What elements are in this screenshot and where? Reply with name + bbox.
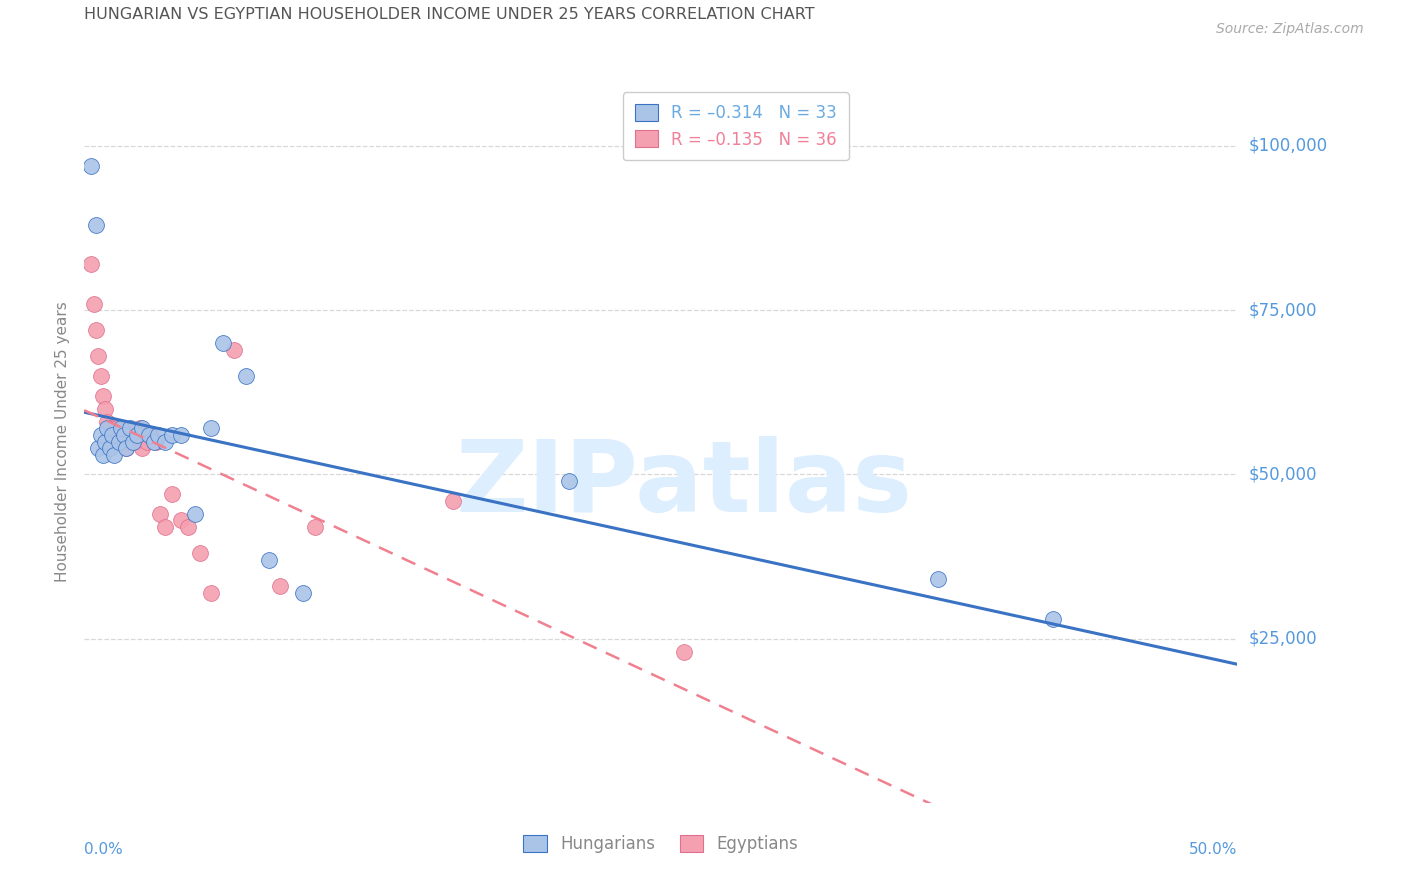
- Point: [131, 421, 153, 435]
- Point: [98, 421, 121, 435]
- Point: [131, 441, 153, 455]
- Text: $25,000: $25,000: [1249, 630, 1317, 648]
- Point: [108, 434, 131, 449]
- Point: [927, 573, 949, 587]
- Point: [84, 323, 107, 337]
- Point: [269, 579, 291, 593]
- Point: [1042, 612, 1064, 626]
- Point: [257, 553, 280, 567]
- Point: [304, 520, 326, 534]
- Point: [96, 421, 118, 435]
- Point: [127, 428, 149, 442]
- Point: [153, 520, 176, 534]
- Point: [153, 434, 176, 449]
- Point: [80, 159, 103, 173]
- Point: [80, 257, 103, 271]
- Point: [120, 428, 142, 442]
- Point: [89, 428, 111, 442]
- Point: [110, 421, 132, 435]
- Point: [98, 441, 121, 455]
- Point: [120, 421, 142, 435]
- Text: 50.0%: 50.0%: [1189, 842, 1237, 856]
- Point: [170, 428, 193, 442]
- Point: [115, 441, 138, 455]
- Point: [87, 349, 110, 363]
- Point: [94, 401, 117, 416]
- Point: [105, 421, 128, 435]
- Point: [160, 487, 183, 501]
- Point: [117, 434, 139, 449]
- Point: [441, 493, 464, 508]
- Text: Source: ZipAtlas.com: Source: ZipAtlas.com: [1216, 22, 1364, 37]
- Point: [149, 507, 172, 521]
- Point: [184, 507, 207, 521]
- Text: HUNGARIAN VS EGYPTIAN HOUSEHOLDER INCOME UNDER 25 YEARS CORRELATION CHART: HUNGARIAN VS EGYPTIAN HOUSEHOLDER INCOME…: [84, 7, 815, 22]
- Point: [145, 434, 167, 449]
- Point: [124, 434, 146, 449]
- Point: [101, 428, 124, 442]
- Point: [211, 336, 233, 351]
- Point: [138, 428, 160, 442]
- Point: [672, 645, 695, 659]
- Point: [170, 513, 193, 527]
- Point: [96, 415, 118, 429]
- Point: [94, 434, 117, 449]
- Point: [292, 585, 315, 599]
- Point: [112, 421, 135, 435]
- Point: [200, 421, 222, 435]
- Text: $100,000: $100,000: [1249, 137, 1327, 155]
- Point: [101, 428, 124, 442]
- Legend: Hungarians, Egyptians: Hungarians, Egyptians: [516, 828, 806, 860]
- Text: 0.0%: 0.0%: [84, 842, 124, 856]
- Point: [200, 585, 222, 599]
- Point: [83, 296, 105, 310]
- Point: [160, 428, 183, 442]
- Point: [128, 421, 150, 435]
- Y-axis label: Householder Income Under 25 years: Householder Income Under 25 years: [55, 301, 70, 582]
- Point: [89, 368, 111, 383]
- Text: $75,000: $75,000: [1249, 301, 1317, 319]
- Point: [135, 434, 157, 449]
- Point: [115, 441, 138, 455]
- Point: [103, 434, 125, 449]
- Point: [108, 428, 131, 442]
- Point: [91, 388, 114, 402]
- Point: [87, 441, 110, 455]
- Point: [142, 434, 165, 449]
- Point: [146, 428, 169, 442]
- Point: [121, 434, 143, 449]
- Text: ZIPatlas: ZIPatlas: [456, 436, 912, 533]
- Point: [112, 428, 135, 442]
- Point: [110, 434, 132, 449]
- Point: [235, 368, 257, 383]
- Text: $50,000: $50,000: [1249, 466, 1317, 483]
- Point: [141, 428, 163, 442]
- Point: [103, 448, 125, 462]
- Point: [188, 546, 211, 560]
- Point: [177, 520, 200, 534]
- Point: [84, 218, 107, 232]
- Point: [91, 448, 114, 462]
- Point: [224, 343, 246, 357]
- Point: [557, 474, 579, 488]
